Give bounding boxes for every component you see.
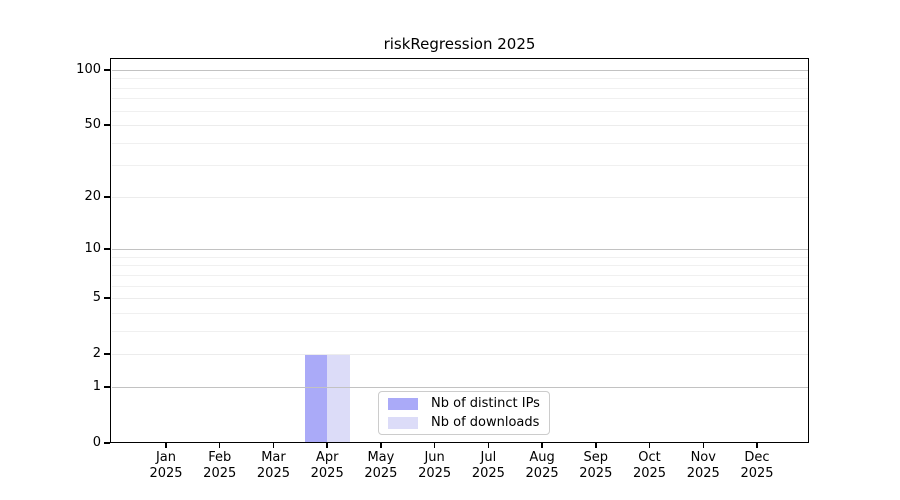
x-tick-mark [648,443,651,448]
y-tick-mark [104,297,110,299]
year-label: 2025 [525,466,559,481]
legend-item: Nb of distinct IPs [379,394,549,413]
x-tick-mark [326,443,328,448]
minor-gridline [111,312,808,314]
year-label: 2025 [364,466,398,481]
gridline [111,354,808,356]
year-label: 2025 [256,466,290,481]
y-tick-label: 100 [76,61,101,77]
gridline [111,125,808,127]
legend-swatch-icon [388,397,418,410]
x-tick-mark [595,443,597,448]
minor-gridline [111,256,808,258]
year-label: 2025 [632,466,667,481]
x-tick-mark [541,443,543,448]
month-label: Mar [261,450,286,465]
x-tick-label-aug: Aug 2025 [512,450,572,482]
minor-gridline [111,265,808,267]
year-label: 2025 [686,466,720,481]
x-tick-label-jul: Jul 2025 [458,450,518,482]
legend: Nb of distinct IPs Nb of downloads [378,391,550,435]
month-label: Jun [424,450,445,465]
minor-gridline [111,98,808,100]
x-tick-mark [433,443,436,448]
y-tick-label: 50 [84,117,101,133]
month-label: Aug [529,450,555,465]
x-tick-mark [272,443,275,448]
year-label: 2025 [418,466,452,481]
y-tick-label: 5 [92,290,101,306]
x-tick-mark [165,443,167,448]
month-label: Oct [638,450,661,465]
y-tick-mark [104,353,110,355]
x-tick-mark [218,443,221,448]
x-tick-mark [702,443,705,448]
y-tick-mark [104,386,110,388]
year-label: 2025 [579,466,613,481]
year-label: 2025 [740,466,774,481]
minor-gridline [111,274,808,276]
x-tick-label-oct: Oct 2025 [620,450,680,482]
legend-item: Nb of downloads [379,413,549,432]
minor-gridline [111,330,808,332]
x-tick-label-jan: Jan 2025 [136,450,196,482]
legend-label: Nb of downloads [431,415,540,430]
year-label: 2025 [310,466,344,481]
y-tick-mark [104,69,110,71]
x-tick-mark [487,443,490,448]
y-tick-label: 1 [92,378,101,394]
x-tick-mark [380,443,382,448]
x-tick-label-feb: Feb 2025 [190,450,250,482]
bar-nb-of-downloads [327,354,350,443]
gridline [111,298,808,300]
x-tick-label-mar: Mar 2025 [243,450,303,482]
minor-gridline [111,165,808,167]
y-tick-mark [104,196,110,198]
x-tick-label-apr: Apr 2025 [297,450,357,482]
month-label: Jul [480,450,497,465]
minor-gridline [111,142,808,144]
month-label: Sep [583,450,609,465]
x-tick-label-dec: Dec 2025 [727,450,787,482]
x-tick-label-jun: Jun 2025 [405,450,465,482]
y-tick-label: 0 [92,435,101,450]
plot-area-border [110,58,809,443]
y-tick-label: 2 [92,346,101,362]
x-tick-label-nov: Nov 2025 [673,450,733,482]
year-label: 2025 [149,466,183,481]
month-label: Feb [208,450,232,465]
y-tick-mark [104,248,110,250]
y-tick-mark [104,442,110,444]
legend-label: Nb of distinct IPs [431,396,540,411]
y-tick-label: 20 [84,188,101,204]
month-label: Apr [315,450,339,465]
minor-gridline [111,110,808,112]
year-label: 2025 [471,466,505,481]
x-tick-mark [756,443,758,448]
month-label: May [367,450,395,465]
chart-title: riskRegression 2025 [383,35,536,53]
month-label: Nov [690,450,716,465]
major-gridline [111,249,808,251]
minor-gridline [111,78,808,80]
major-gridline [111,386,808,388]
major-gridline [111,69,808,71]
minor-gridline [111,285,808,287]
year-label: 2025 [203,466,237,481]
bar-nb-of-distinct-ips [304,354,328,443]
x-tick-label-sep: Sep 2025 [566,450,626,482]
month-label: Jan [155,450,177,465]
month-label: Dec [744,450,770,465]
gridline [111,196,808,198]
y-tick-mark [104,124,110,126]
legend-swatch-icon [388,416,418,429]
x-tick-label-may: May 2025 [351,450,411,482]
y-tick-label: 10 [84,241,101,257]
minor-gridline [111,87,808,89]
